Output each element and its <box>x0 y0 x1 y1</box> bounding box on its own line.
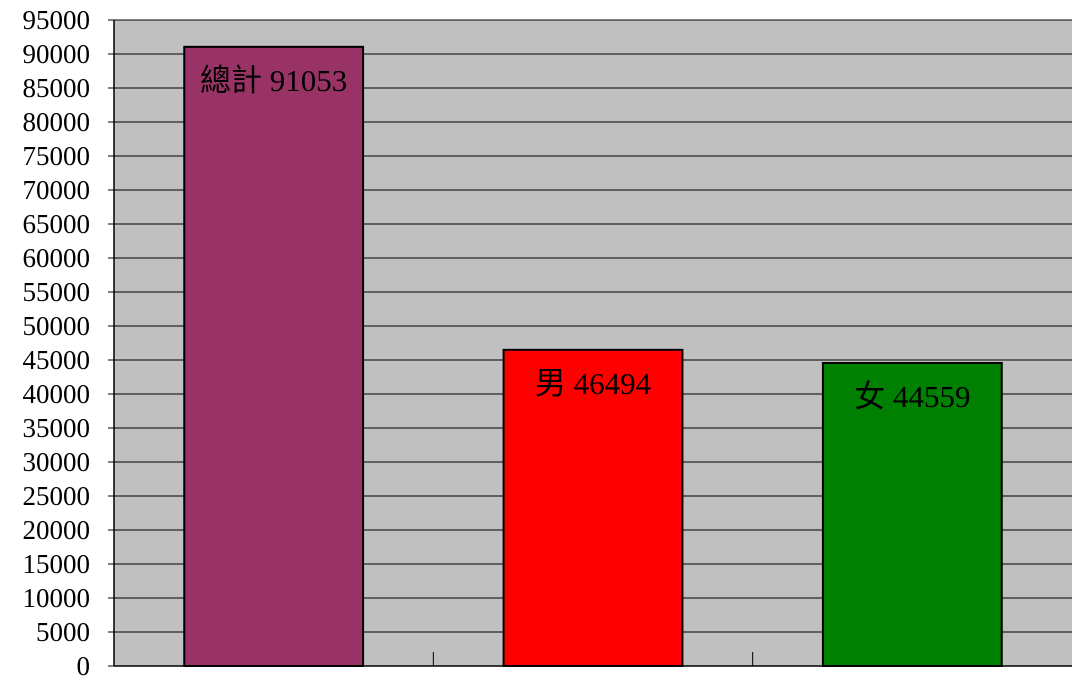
y-tick-label: 15000 <box>23 549 91 579</box>
y-tick-label: 5000 <box>36 617 90 647</box>
y-tick-label: 35000 <box>23 413 91 443</box>
y-tick-label: 20000 <box>23 515 91 545</box>
y-tick-label: 30000 <box>23 447 91 477</box>
y-tick-label: 75000 <box>23 141 91 171</box>
y-tick-label: 10000 <box>23 583 91 613</box>
y-tick-label: 45000 <box>23 345 91 375</box>
y-tick-label: 85000 <box>23 73 91 103</box>
y-tick-label: 65000 <box>23 209 91 239</box>
y-tick-label: 60000 <box>23 243 91 273</box>
y-tick-label: 40000 <box>23 379 91 409</box>
bars <box>183 45 1003 667</box>
bar-3 <box>821 361 1003 667</box>
bar-data-label: 女 44559 <box>854 379 970 414</box>
bar-data-label: 總計 91053 <box>200 63 347 98</box>
y-tick-label: 50000 <box>23 311 91 341</box>
y-tick-label: 55000 <box>23 277 91 307</box>
y-axis-tick-labels: 0 5000 10000 15000 20000 25000 30000 35000 40000… <box>23 5 91 681</box>
y-tick-label: 25000 <box>23 481 91 511</box>
y-tick-label: 80000 <box>23 107 91 137</box>
y-tick-label: 90000 <box>23 39 91 69</box>
bar-data-label: 男 46494 <box>535 366 652 401</box>
y-tick-label: 70000 <box>23 175 91 205</box>
bar-1 <box>183 45 365 667</box>
y-tick-label: 0 <box>77 651 91 681</box>
bar-data-labels: 總計 91053 男 46494 女 44559 <box>200 63 970 414</box>
y-tick-label: 95000 <box>23 5 91 35</box>
axes <box>108 19 1072 667</box>
